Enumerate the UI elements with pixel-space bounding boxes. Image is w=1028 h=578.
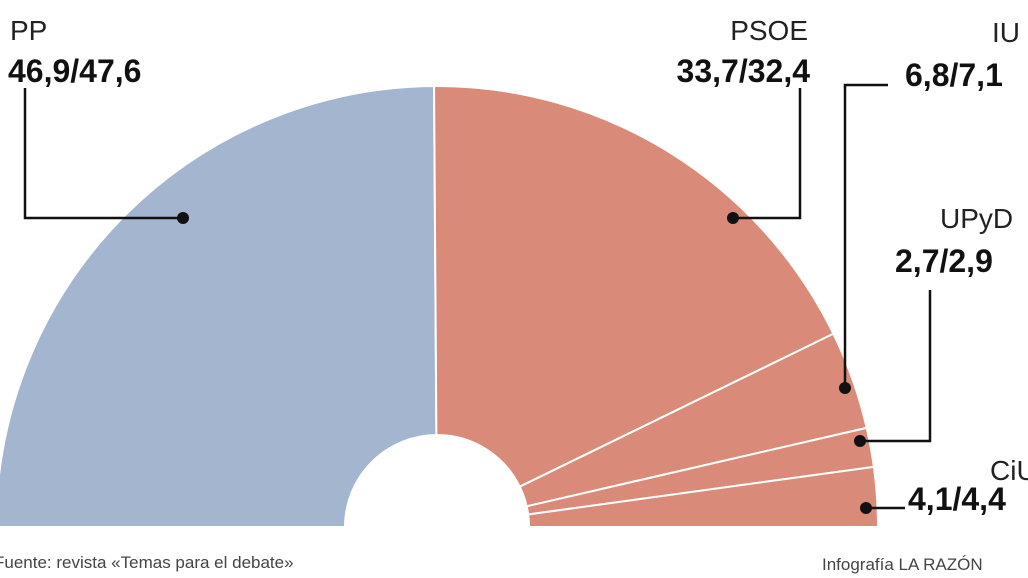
label-value: 33,7/32,4 [677, 53, 811, 89]
leader-line [23, 88, 183, 220]
label-name: UPyD [940, 203, 1013, 234]
dot [727, 212, 739, 224]
leader-line [860, 290, 932, 443]
source: Fuente: revista «Temas para el debate» [0, 553, 294, 572]
dot [839, 382, 851, 394]
label-name: CiU [990, 455, 1028, 486]
dots [177, 212, 872, 514]
slices [0, 85, 880, 528]
dot [854, 435, 866, 447]
dot [177, 212, 189, 224]
label-value: 4,1/4,4 [908, 481, 1006, 517]
label-name: PP [10, 15, 47, 46]
label-name: PSOE [730, 15, 808, 46]
label-value: 2,7/2,9 [895, 243, 993, 279]
label-value: 46,9/47,6 [8, 53, 141, 89]
dot [860, 502, 872, 514]
slice [0, 85, 438, 528]
label-value: 6,8/7,1 [905, 57, 1003, 93]
slice [527, 465, 880, 528]
leader-line [733, 88, 802, 220]
slice [433, 85, 835, 489]
credit: Infografía LA RAZÓN [822, 555, 983, 574]
label-name: IU [992, 17, 1020, 48]
leader-line [843, 83, 888, 388]
